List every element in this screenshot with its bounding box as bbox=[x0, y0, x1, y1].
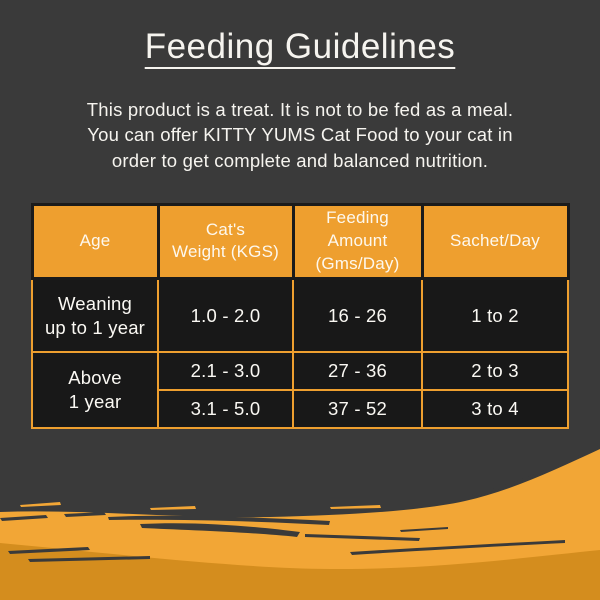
brush-stroke-decoration bbox=[0, 446, 600, 600]
feeding-guidelines-table: Age Cat's Weight (KGS) Feeding Amount (G… bbox=[30, 203, 570, 430]
cell-age-above-1-year: Above 1 year bbox=[31, 351, 159, 430]
header-cell-cats-weight: Cat's Weight (KGS) bbox=[156, 203, 295, 280]
cell-amount-above-a: 27 - 36 bbox=[292, 351, 423, 392]
cell-sachets-above-a: 2 to 3 bbox=[421, 351, 569, 392]
cell-age-weaning: Weaning up to 1 year bbox=[31, 277, 159, 354]
table-row-weaning: Weaning up to 1 year 1.0 - 2.0 16 - 26 1… bbox=[31, 277, 569, 354]
intro-text: This product is a treat. It is not to be… bbox=[86, 99, 514, 171]
cell-weight-above-b: 3.1 - 5.0 bbox=[157, 389, 294, 430]
cell-amount-weaning: 16 - 26 bbox=[292, 277, 423, 354]
cell-amount-above-b: 37 - 52 bbox=[292, 389, 423, 430]
page-title: Feeding Guidelines bbox=[144, 27, 456, 66]
cell-sachets-above-b: 3 to 4 bbox=[421, 389, 569, 430]
cell-weight-above-a: 2.1 - 3.0 bbox=[157, 351, 294, 392]
table-row-above-1-year-a: Above 1 year 2.1 - 3.0 27 - 36 2 to 3 bbox=[31, 351, 569, 430]
header-cell-sachet-per-day: Sachet/Day bbox=[420, 203, 570, 280]
cell-sachets-weaning: 1 to 2 bbox=[421, 277, 569, 354]
cell-weight-weaning: 1.0 - 2.0 bbox=[157, 277, 294, 354]
header-cell-feeding-amount: Feeding Amount (Gms/Day) bbox=[291, 203, 424, 280]
header-cell-age: Age bbox=[30, 203, 160, 280]
table-row-above-1-year-b: 3.1 - 5.0 37 - 52 3 to 4 bbox=[32, 389, 569, 430]
table-header-row: Age Cat's Weight (KGS) Feeding Amount (G… bbox=[30, 203, 570, 280]
